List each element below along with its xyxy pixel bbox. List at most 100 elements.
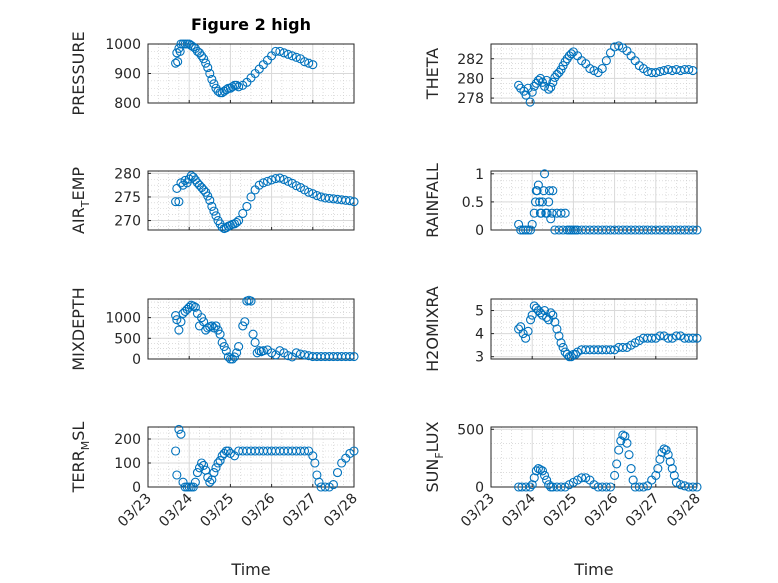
y-tick-label: 280 xyxy=(114,166,141,182)
data-point xyxy=(531,466,541,476)
data-point xyxy=(349,351,359,362)
y-tick-label: 278 xyxy=(457,91,484,107)
data-point xyxy=(240,317,250,327)
y-axis-label: H2OMIXRA xyxy=(423,286,442,372)
y-axis-label: RAINFALL xyxy=(423,163,442,238)
data-point xyxy=(332,468,343,478)
data-point xyxy=(638,482,648,492)
data-point xyxy=(205,477,215,487)
data-point xyxy=(554,67,564,78)
data-point xyxy=(173,57,183,67)
data-point xyxy=(663,450,673,460)
data-point xyxy=(527,219,537,229)
data-point xyxy=(527,310,537,320)
data-point xyxy=(197,458,207,468)
y-tick-label: 0 xyxy=(475,223,484,239)
data-point xyxy=(283,176,293,186)
data-point xyxy=(601,56,611,66)
data-point xyxy=(308,189,318,199)
data-point xyxy=(267,348,277,358)
data-point xyxy=(275,346,285,356)
x-axis-label-right: Time xyxy=(573,560,613,579)
data-point xyxy=(205,195,215,205)
data-point xyxy=(560,208,570,218)
data-point xyxy=(535,197,545,207)
data-point xyxy=(217,222,227,232)
data-point xyxy=(232,348,242,358)
data-point xyxy=(655,454,665,464)
y-tick-label: 3 xyxy=(475,350,484,366)
data-point xyxy=(211,321,221,331)
data-point xyxy=(262,176,273,186)
data-point xyxy=(197,313,207,323)
data-point xyxy=(209,323,219,333)
data-point xyxy=(527,480,537,490)
data-point xyxy=(577,473,587,483)
data-point xyxy=(283,351,293,361)
data-point xyxy=(295,349,305,359)
data-point xyxy=(215,456,225,466)
data-point xyxy=(514,80,524,90)
data-point xyxy=(605,482,616,492)
data-point xyxy=(614,41,624,51)
y-axis-label: MIXDEPTH xyxy=(69,287,88,370)
data-point xyxy=(234,82,244,92)
data-point xyxy=(518,225,528,235)
data-point xyxy=(207,201,217,211)
data-point xyxy=(192,468,202,478)
data-point xyxy=(667,463,677,474)
data-point xyxy=(516,225,526,235)
data-point xyxy=(556,338,566,348)
data-point xyxy=(597,64,607,74)
data-point xyxy=(180,175,190,185)
data-point xyxy=(610,470,620,481)
subplot-1: 800 900 1000 PRESSURE xyxy=(69,31,355,116)
data-point xyxy=(651,470,661,481)
data-point xyxy=(618,342,628,353)
y-tick-label: 275 xyxy=(114,190,141,206)
data-point xyxy=(552,324,562,334)
data-point xyxy=(688,66,698,76)
data-point xyxy=(213,325,223,335)
axes-border xyxy=(147,426,355,488)
y-tick-label: 900 xyxy=(114,67,141,83)
y-tick-label: 0.5 xyxy=(462,195,484,211)
data-point xyxy=(655,66,665,77)
data-point xyxy=(184,302,194,312)
data-point xyxy=(345,351,355,362)
data-point xyxy=(651,67,661,78)
data-point xyxy=(279,48,289,58)
data-point xyxy=(546,82,556,92)
data-point xyxy=(312,190,322,201)
data-point xyxy=(232,217,242,227)
data-point xyxy=(540,470,550,481)
data-point xyxy=(174,197,184,207)
data-point xyxy=(207,74,217,84)
data-point xyxy=(514,324,524,334)
data-point xyxy=(308,60,318,70)
data-point xyxy=(201,58,211,68)
subplot-4: 0 0.5 1 RAINFALL xyxy=(423,163,702,239)
data-point xyxy=(618,430,628,440)
data-point xyxy=(663,333,673,343)
data-point xyxy=(188,301,198,311)
data-point xyxy=(207,321,217,331)
data-point xyxy=(548,310,558,320)
data-point xyxy=(232,80,242,90)
data-point xyxy=(248,329,258,339)
data-point xyxy=(544,186,555,196)
figure-title: Figure 2 high xyxy=(191,15,311,34)
y-tick-label: 100 xyxy=(114,456,141,472)
data-point xyxy=(223,352,233,362)
y-axis-label: SUNFLUX xyxy=(423,421,446,492)
y-tick-label: 200 xyxy=(114,432,141,448)
axes-border xyxy=(490,298,698,360)
data-point xyxy=(267,175,277,185)
data-point xyxy=(548,186,558,196)
data-point xyxy=(688,225,698,235)
subplot-6: 3 4 5 H2OMIXRA xyxy=(423,286,702,372)
data-point xyxy=(304,58,314,68)
data-point xyxy=(605,345,616,355)
axes-border xyxy=(490,43,698,104)
data-point xyxy=(171,446,181,456)
